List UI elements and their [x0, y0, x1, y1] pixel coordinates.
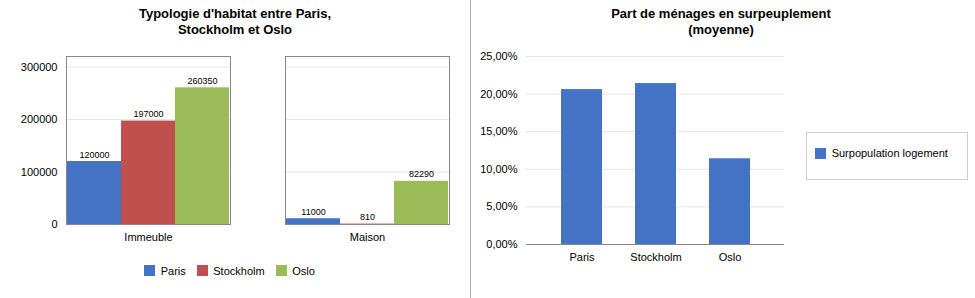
- svg-text:Stockholm: Stockholm: [630, 251, 681, 263]
- svg-text:Maison: Maison: [350, 231, 385, 243]
- svg-text:100000: 100000: [21, 166, 58, 178]
- svg-text:20,00%: 20,00%: [480, 88, 518, 100]
- html-text:Part de ménages en surpeupleme: Part de ménages en surpeuplement (moyenn…: [611, 6, 831, 37]
- svg-text:120000: 120000: [79, 150, 109, 160]
- svg-text:Immeuble: Immeuble: [124, 231, 172, 243]
- svg-text:810: 810: [360, 212, 375, 222]
- svg-text:5,00%: 5,00%: [486, 200, 517, 212]
- svg-text:Oslo: Oslo: [719, 251, 742, 263]
- svg-text:11000: 11000: [301, 207, 325, 217]
- html-text:Stockholm: Stockholm: [213, 264, 265, 277]
- svg-text:10,00%: 10,00%: [480, 163, 518, 175]
- html-text:Paris: Paris: [160, 264, 186, 277]
- svg-text:197000: 197000: [133, 109, 163, 119]
- svg-text:15,00%: 15,00%: [480, 125, 518, 137]
- svg-text:200000: 200000: [21, 113, 58, 125]
- svg-text:0,00%: 0,00%: [486, 238, 517, 250]
- svg-text:82290: 82290: [409, 169, 434, 179]
- html-text:Oslo: Oslo: [292, 264, 315, 277]
- svg-text:Paris: Paris: [570, 251, 596, 263]
- svg-text:260350: 260350: [187, 76, 217, 86]
- html-text:Surpopulation logement: Surpopulation logement: [831, 147, 948, 160]
- svg-text:25,00%: 25,00%: [480, 50, 518, 62]
- html-text:Typologie d'habitat entre Pari: Typologie d'habitat entre Paris, Stockho…: [138, 6, 331, 37]
- svg-text:300000: 300000: [21, 61, 58, 73]
- svg-text:0: 0: [51, 218, 57, 230]
